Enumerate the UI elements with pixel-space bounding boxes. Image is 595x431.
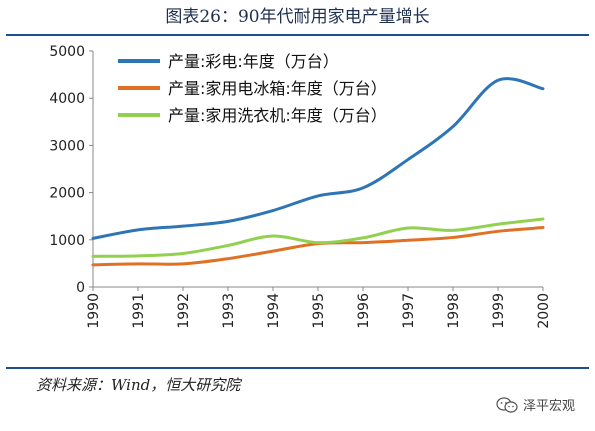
y-tick-label: 5000 [49,44,85,60]
series-line-3 [91,217,545,258]
y-tick-label: 2000 [49,186,85,202]
x-tick-label: 1998 [446,293,462,329]
y-tick-label: 4000 [49,91,85,107]
series-line-1 [91,77,545,240]
x-tick-label: 1999 [491,293,507,329]
wechat-icon [496,396,518,413]
x-tick-label: 1995 [311,293,327,329]
x-tick-label: 1991 [131,293,147,329]
bottom-rule [6,367,589,369]
y-tick-label: 1000 [49,233,85,249]
x-tick-label: 1990 [86,293,102,329]
x-tick-label: 1993 [221,293,237,329]
legend-label-1: 产量:彩电:年度（万台） [168,52,339,71]
x-tick-label: 1992 [176,293,192,329]
watermark: 泽平宏观 [496,395,575,414]
source-note: 资料来源：Wind，恒大研究院 [36,376,241,394]
series-line-2 [91,226,545,267]
chart-title: 图表26：90年代耐用家电产量增长 [165,7,430,27]
title-rule [6,34,589,36]
x-tick-label: 1996 [356,293,372,329]
legend-label-2: 产量:家用电冰箱:年度（万台） [168,79,387,98]
x-tick-label: 2000 [536,293,552,329]
x-tick-label: 1994 [266,293,282,329]
watermark-label: 泽平宏观 [523,399,576,414]
y-tick-label: 3000 [49,138,85,154]
y-tick-label: 0 [76,280,85,296]
legend-label-3: 产量:家用洗衣机:年度（万台） [168,106,387,125]
x-tick-label: 1997 [401,293,417,329]
